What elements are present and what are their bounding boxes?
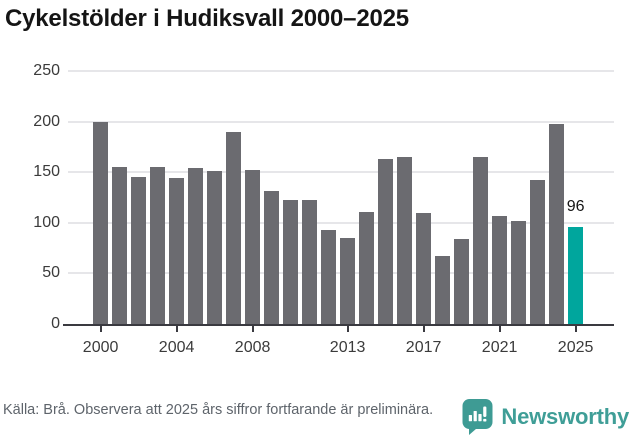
bar-2014 bbox=[359, 211, 375, 324]
bar-2008 bbox=[245, 170, 261, 324]
x-tick-2000 bbox=[99, 326, 102, 332]
x-tick-label-2013: 2013 bbox=[329, 339, 366, 356]
bar-2009 bbox=[264, 191, 280, 324]
bar-2005 bbox=[188, 168, 204, 324]
x-tick-2004 bbox=[175, 326, 178, 332]
bar-2013 bbox=[340, 237, 356, 324]
bar-2025 bbox=[568, 226, 584, 324]
bar-2018 bbox=[435, 256, 451, 324]
gridline-y-100 bbox=[68, 221, 614, 224]
bar-2002 bbox=[131, 177, 147, 324]
gridline-y-150 bbox=[68, 171, 614, 174]
newsworthy-logo: Newsworthy bbox=[462, 398, 629, 436]
bar-2007 bbox=[226, 131, 242, 324]
y-tick-label-150: 150 bbox=[33, 163, 60, 181]
x-tick-label-2021: 2021 bbox=[481, 339, 518, 356]
bar-2017 bbox=[416, 212, 432, 324]
bar-2022 bbox=[511, 220, 527, 324]
bar-2003 bbox=[150, 167, 166, 324]
x-tick-label-2008: 2008 bbox=[234, 339, 271, 356]
bar-2011 bbox=[302, 199, 318, 324]
x-tick-2017 bbox=[422, 326, 425, 332]
x-tick-2008 bbox=[251, 326, 254, 332]
newsworthy-speech-bubble-chart-icon bbox=[462, 398, 493, 436]
x-tick-label-2000: 2000 bbox=[82, 339, 119, 356]
gridline-y-200 bbox=[68, 120, 614, 123]
bar-2016 bbox=[397, 157, 413, 324]
bar-2024 bbox=[549, 123, 565, 324]
bar-2000 bbox=[93, 121, 109, 324]
x-tick-2013 bbox=[346, 326, 349, 332]
bar-2004 bbox=[169, 178, 185, 324]
chart-title: Cykelstölder i Hudiksvall 2000–2025 bbox=[5, 5, 409, 32]
y-tick-label-0: 0 bbox=[51, 315, 60, 332]
y-tick-label-250: 250 bbox=[33, 62, 60, 79]
x-tick-2025 bbox=[574, 326, 577, 332]
y-tick-label-50: 50 bbox=[42, 264, 60, 282]
newsworthy-logo-text: Newsworthy bbox=[501, 404, 629, 429]
y-tick-label-100: 100 bbox=[33, 213, 60, 231]
bar-2015 bbox=[378, 159, 394, 324]
bar-2012 bbox=[321, 229, 337, 324]
bar-2019 bbox=[454, 239, 470, 324]
highlight-value-label: 96 bbox=[566, 197, 585, 215]
x-axis-line bbox=[63, 324, 614, 326]
bar-2023 bbox=[530, 180, 546, 324]
x-tick-label-2025: 2025 bbox=[557, 339, 594, 356]
gridline-y-250 bbox=[68, 70, 614, 72]
bar-2021 bbox=[492, 215, 508, 324]
y-tick-label-200: 200 bbox=[33, 112, 60, 130]
plot-area: 0 50 100 150 200 250 96 2000 2004 2008 2013 2017 202… bbox=[33, 62, 614, 356]
x-tick-2021 bbox=[498, 326, 501, 332]
bar-2001 bbox=[112, 167, 128, 324]
bar-2010 bbox=[283, 199, 299, 324]
bar-2020 bbox=[473, 157, 489, 324]
source-note: Källa: Brå. Observera att 2025 års siffr… bbox=[3, 402, 434, 418]
x-tick-label-2004: 2004 bbox=[158, 339, 195, 356]
bar-2006 bbox=[207, 171, 223, 324]
x-tick-label-2017: 2017 bbox=[405, 339, 442, 356]
